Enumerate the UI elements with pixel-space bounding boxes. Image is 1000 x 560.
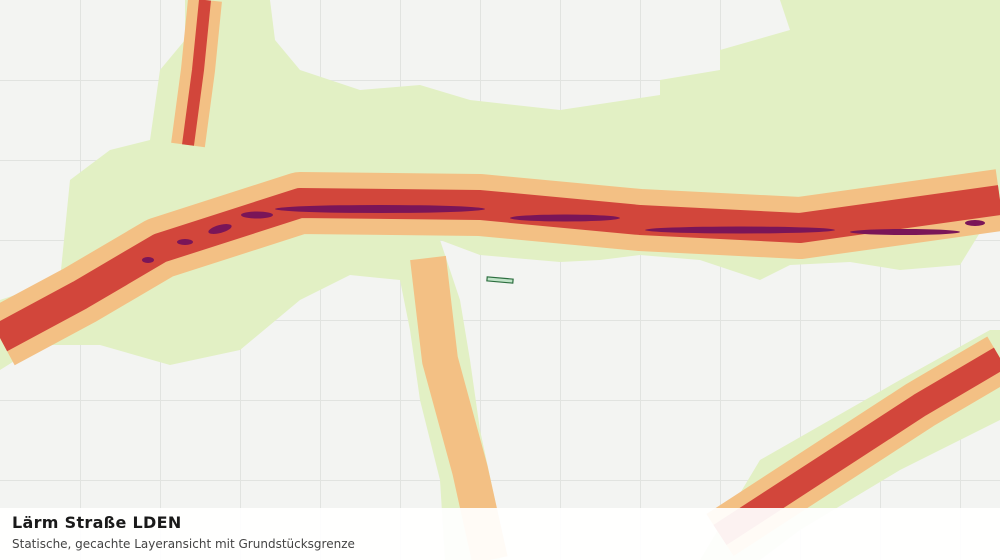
parcel-boundary xyxy=(486,276,514,284)
layer-title: Lärm Straße LDEN xyxy=(12,513,182,532)
noise-band-high xyxy=(182,0,211,146)
layer-subtitle: Statische, gecachte Layeransicht mit Gru… xyxy=(12,537,355,551)
caption-panel: Lärm Straße LDEN Statische, gecachte Lay… xyxy=(0,508,1000,560)
noise-band-high xyxy=(0,185,1000,352)
noise-zone-max xyxy=(142,205,985,263)
noise-band-high xyxy=(713,347,1000,546)
